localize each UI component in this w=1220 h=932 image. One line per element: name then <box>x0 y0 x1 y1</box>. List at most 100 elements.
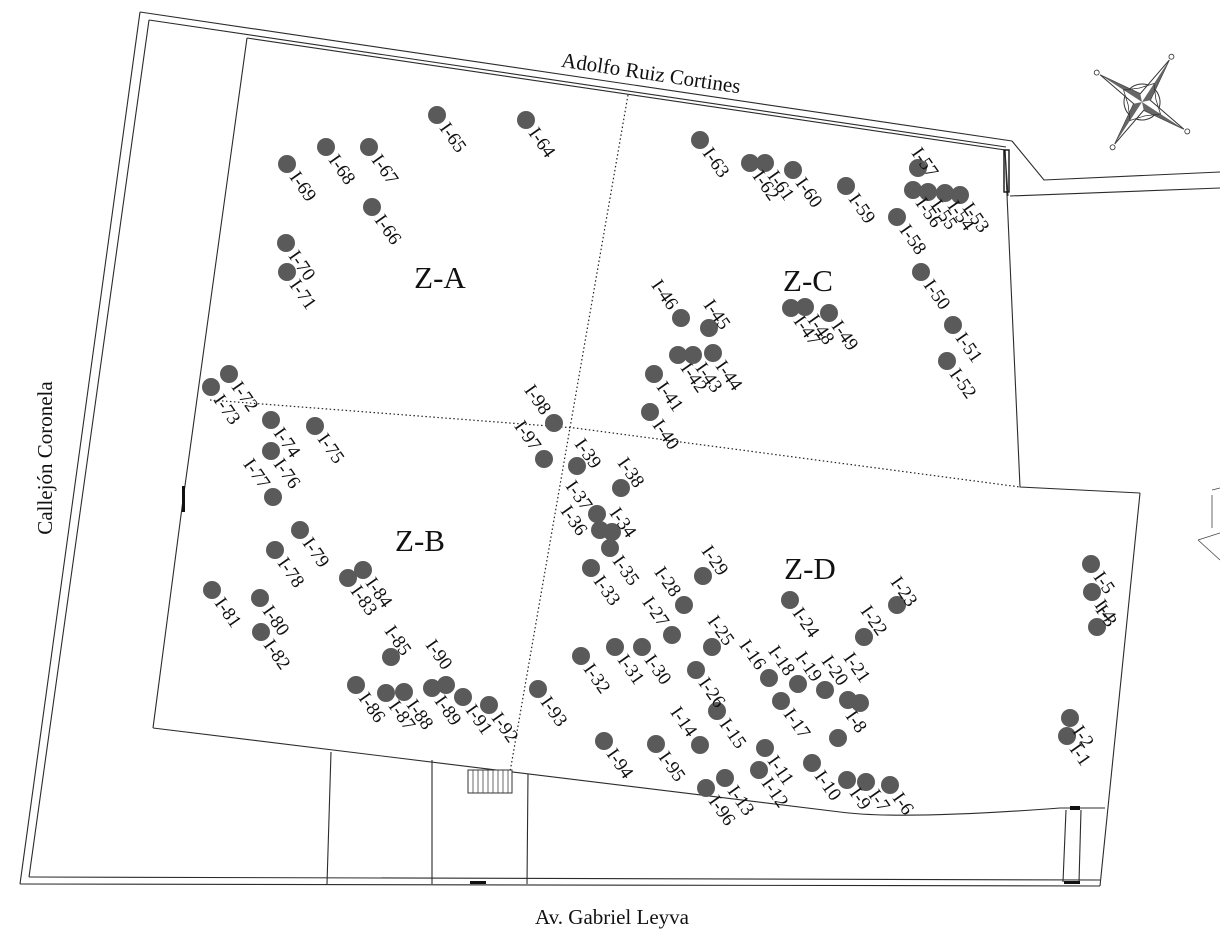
tree-marker <box>703 638 721 656</box>
zone-label-b: Z-B <box>395 523 445 558</box>
tree-marker <box>672 309 690 327</box>
tree-marker <box>601 539 619 557</box>
tree-marker <box>855 628 873 646</box>
outer-boundary <box>19 11 1220 887</box>
tree-label: I-10 <box>810 767 845 805</box>
tree-marker <box>347 676 365 694</box>
tree-label: I-52 <box>945 365 980 403</box>
tree-marker <box>572 647 590 665</box>
tree: I-65 <box>428 106 470 157</box>
tree-label: I-82 <box>259 636 294 674</box>
tree-marker <box>820 304 838 322</box>
tree: I-57 <box>907 144 942 182</box>
tree-marker <box>716 769 734 787</box>
tree-marker <box>691 736 709 754</box>
tree-marker <box>220 365 238 383</box>
tree-marker <box>582 559 600 577</box>
tree-label: I-32 <box>579 660 614 698</box>
tree-marker <box>454 688 472 706</box>
tree-marker <box>264 488 282 506</box>
tree-marker <box>278 263 296 281</box>
tree-label: I-76 <box>269 455 304 493</box>
tree-marker <box>888 596 906 614</box>
tree: I-29 <box>694 542 732 585</box>
tree-label: I-94 <box>602 745 638 783</box>
tree-marker <box>663 626 681 644</box>
tree-marker <box>781 591 799 609</box>
tree-marker <box>291 521 309 539</box>
tree-markers-layer: I-1I-2I-3I-4I-5I-6I-7I-8I-9I-10I-11I-12I… <box>202 106 1121 830</box>
tree-label: I-67 <box>367 151 402 189</box>
tree-marker <box>888 208 906 226</box>
tree-marker <box>784 161 802 179</box>
tree: I-75 <box>306 417 348 468</box>
tree: I-46 <box>647 276 690 327</box>
tree: I-93 <box>529 680 571 731</box>
tree-label: I-8 <box>841 707 871 737</box>
tree-marker <box>881 776 899 794</box>
tree-marker <box>382 648 400 666</box>
tree-marker <box>829 729 847 747</box>
tree-marker <box>816 681 834 699</box>
tree: I-14 <box>666 703 709 754</box>
tree-label: I-66 <box>370 211 405 249</box>
tree: I-69 <box>278 155 320 206</box>
tree-label: I-64 <box>524 124 560 162</box>
tree-marker <box>317 138 335 156</box>
gate-marker <box>1064 881 1080 884</box>
tree-marker <box>741 154 759 172</box>
tree-marker <box>782 299 800 317</box>
tree: I-32 <box>572 647 614 698</box>
tree-marker <box>480 696 498 714</box>
tree-label: I-49 <box>827 317 862 355</box>
tree-label: I-40 <box>648 416 683 454</box>
tree-marker <box>252 623 270 641</box>
tree: I-22 <box>855 602 891 646</box>
tree-marker <box>704 344 722 362</box>
tree-marker <box>251 589 269 607</box>
tree-marker <box>1088 618 1106 636</box>
tree-marker <box>1082 555 1100 573</box>
tree-marker <box>796 298 814 316</box>
tree-label: I-14 <box>666 703 702 741</box>
tree: I-34 <box>603 504 641 542</box>
gate-marker <box>1070 806 1080 810</box>
tree-marker <box>1058 727 1076 745</box>
tree-marker <box>437 676 455 694</box>
tree: I-17 <box>772 692 814 743</box>
tree-label: I-93 <box>536 693 571 731</box>
tree-marker <box>684 346 702 364</box>
tree-marker <box>591 521 609 539</box>
tree-marker <box>694 567 712 585</box>
zone-label-c: Z-C <box>783 263 833 298</box>
tree: I-45 <box>699 296 734 337</box>
tree-marker <box>938 352 956 370</box>
tree-label: I-30 <box>640 651 675 689</box>
tree-marker <box>789 675 807 693</box>
tree-label: I-92 <box>487 709 522 747</box>
tree-marker <box>687 661 705 679</box>
street-label-top: Adolfo Ruiz Cortines <box>560 48 742 98</box>
tree-label: I-75 <box>313 430 348 468</box>
tree-marker <box>756 739 774 757</box>
tree: I-39 <box>568 435 605 475</box>
tree-label: I-79 <box>298 534 333 572</box>
tree-marker <box>423 679 441 697</box>
tree-label: I-98 <box>520 381 555 419</box>
tree-marker <box>851 694 869 712</box>
tree-label: I-24 <box>788 604 824 642</box>
tree: I-8 <box>829 707 871 747</box>
tree-marker <box>904 181 922 199</box>
tree-marker <box>203 581 221 599</box>
tree: I-38 <box>612 454 648 497</box>
tree-marker <box>588 505 606 523</box>
tree-marker <box>803 754 821 772</box>
tree-marker <box>535 450 553 468</box>
tree-label: I-63 <box>698 144 733 182</box>
tree-marker <box>612 479 630 497</box>
street-label-bottom: Av. Gabriel Leyva <box>535 905 690 929</box>
street-label-left: Callejón Coronela <box>33 381 57 535</box>
tree-marker <box>909 159 927 177</box>
tree-label: I-65 <box>435 119 470 157</box>
